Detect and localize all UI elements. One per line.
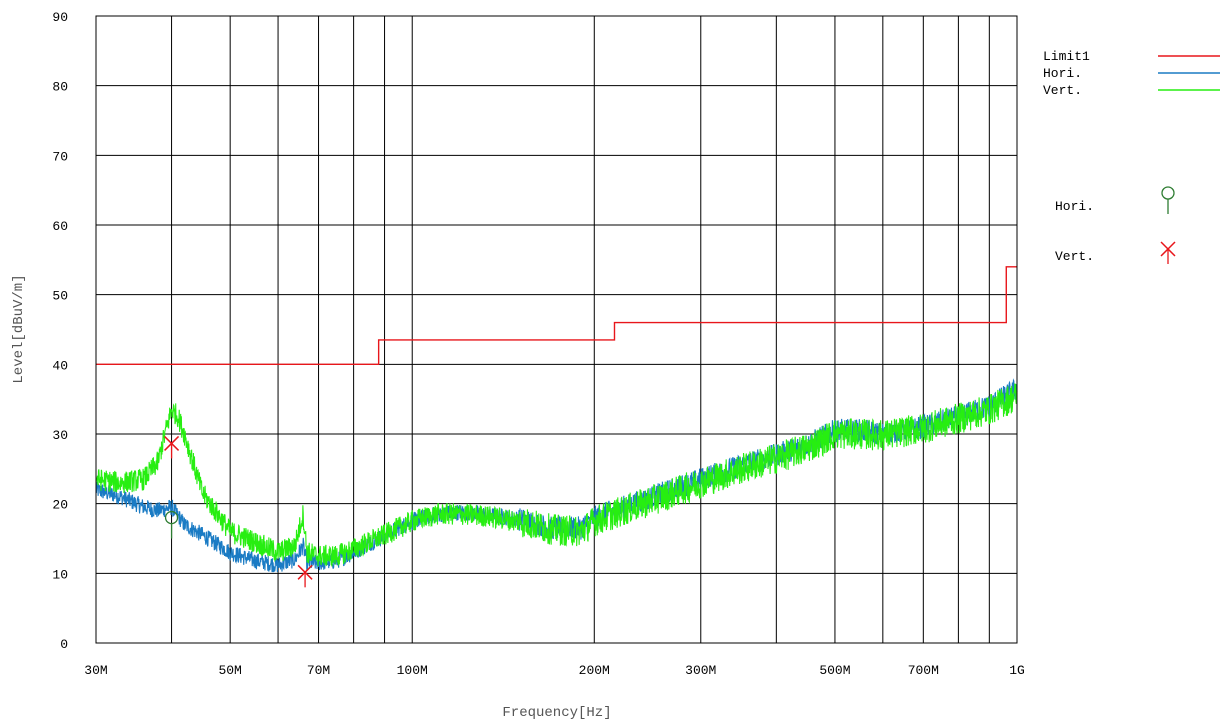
grid — [95, 15, 1018, 644]
y-tick-label: 10 — [52, 567, 68, 582]
legend-marker-label: Vert. — [1055, 249, 1094, 264]
y-tick-label: 60 — [52, 219, 68, 234]
x-tick-label: 500M — [819, 663, 850, 678]
series-line-limit1 — [96, 266, 1017, 366]
y-tick-label: 90 — [52, 10, 68, 25]
y-tick-label: 40 — [52, 358, 68, 373]
legend-vert-marker-icon — [1160, 241, 1176, 264]
vert-peak-marker — [164, 435, 180, 459]
x-tick-label: 30M — [84, 663, 107, 678]
series-line-hori — [95, 378, 1018, 573]
x-tick-label: 1G — [1009, 663, 1025, 678]
legend-hori-marker-icon — [1161, 186, 1175, 214]
y-axis-title: Level[dBuV/m] — [11, 274, 27, 383]
marker-layer — [164, 435, 313, 588]
y-tick-label: 70 — [52, 149, 68, 164]
y-tick-label: 20 — [52, 498, 68, 513]
x-tick-label: 300M — [685, 663, 716, 678]
hori-peak-marker — [164, 510, 179, 539]
x-tick-label: 100M — [397, 663, 428, 678]
y-tick-label: 80 — [52, 80, 68, 95]
y-tick-label: 0 — [60, 637, 68, 652]
x-tick-label: 70M — [307, 663, 330, 678]
x-tick-label: 200M — [579, 663, 610, 678]
plot-frame — [95, 15, 1018, 644]
y-tick-label: 30 — [52, 428, 68, 443]
y-tick-label: 50 — [52, 289, 68, 304]
legend-marker-label: Hori. — [1055, 199, 1094, 214]
vert-peak-marker — [297, 564, 313, 588]
legend-label: Vert. — [1043, 83, 1082, 98]
series-layer — [95, 266, 1018, 573]
x-tick-label: 700M — [908, 663, 939, 678]
legend: Limit1 Hori. Vert. Hori. Vert. — [1043, 49, 1220, 264]
x-axis-title: Frequency[Hz] — [502, 705, 611, 721]
x-tick-label: 50M — [218, 663, 241, 678]
legend-label: Hori. — [1043, 66, 1082, 81]
series-line-vert — [95, 383, 1018, 567]
legend-label: Limit1 — [1043, 49, 1090, 64]
tick-labels: 30M 50M 70M 100M 200M 300M 500M 700M 1G 0 10 20 30 40… — [52, 10, 1024, 678]
